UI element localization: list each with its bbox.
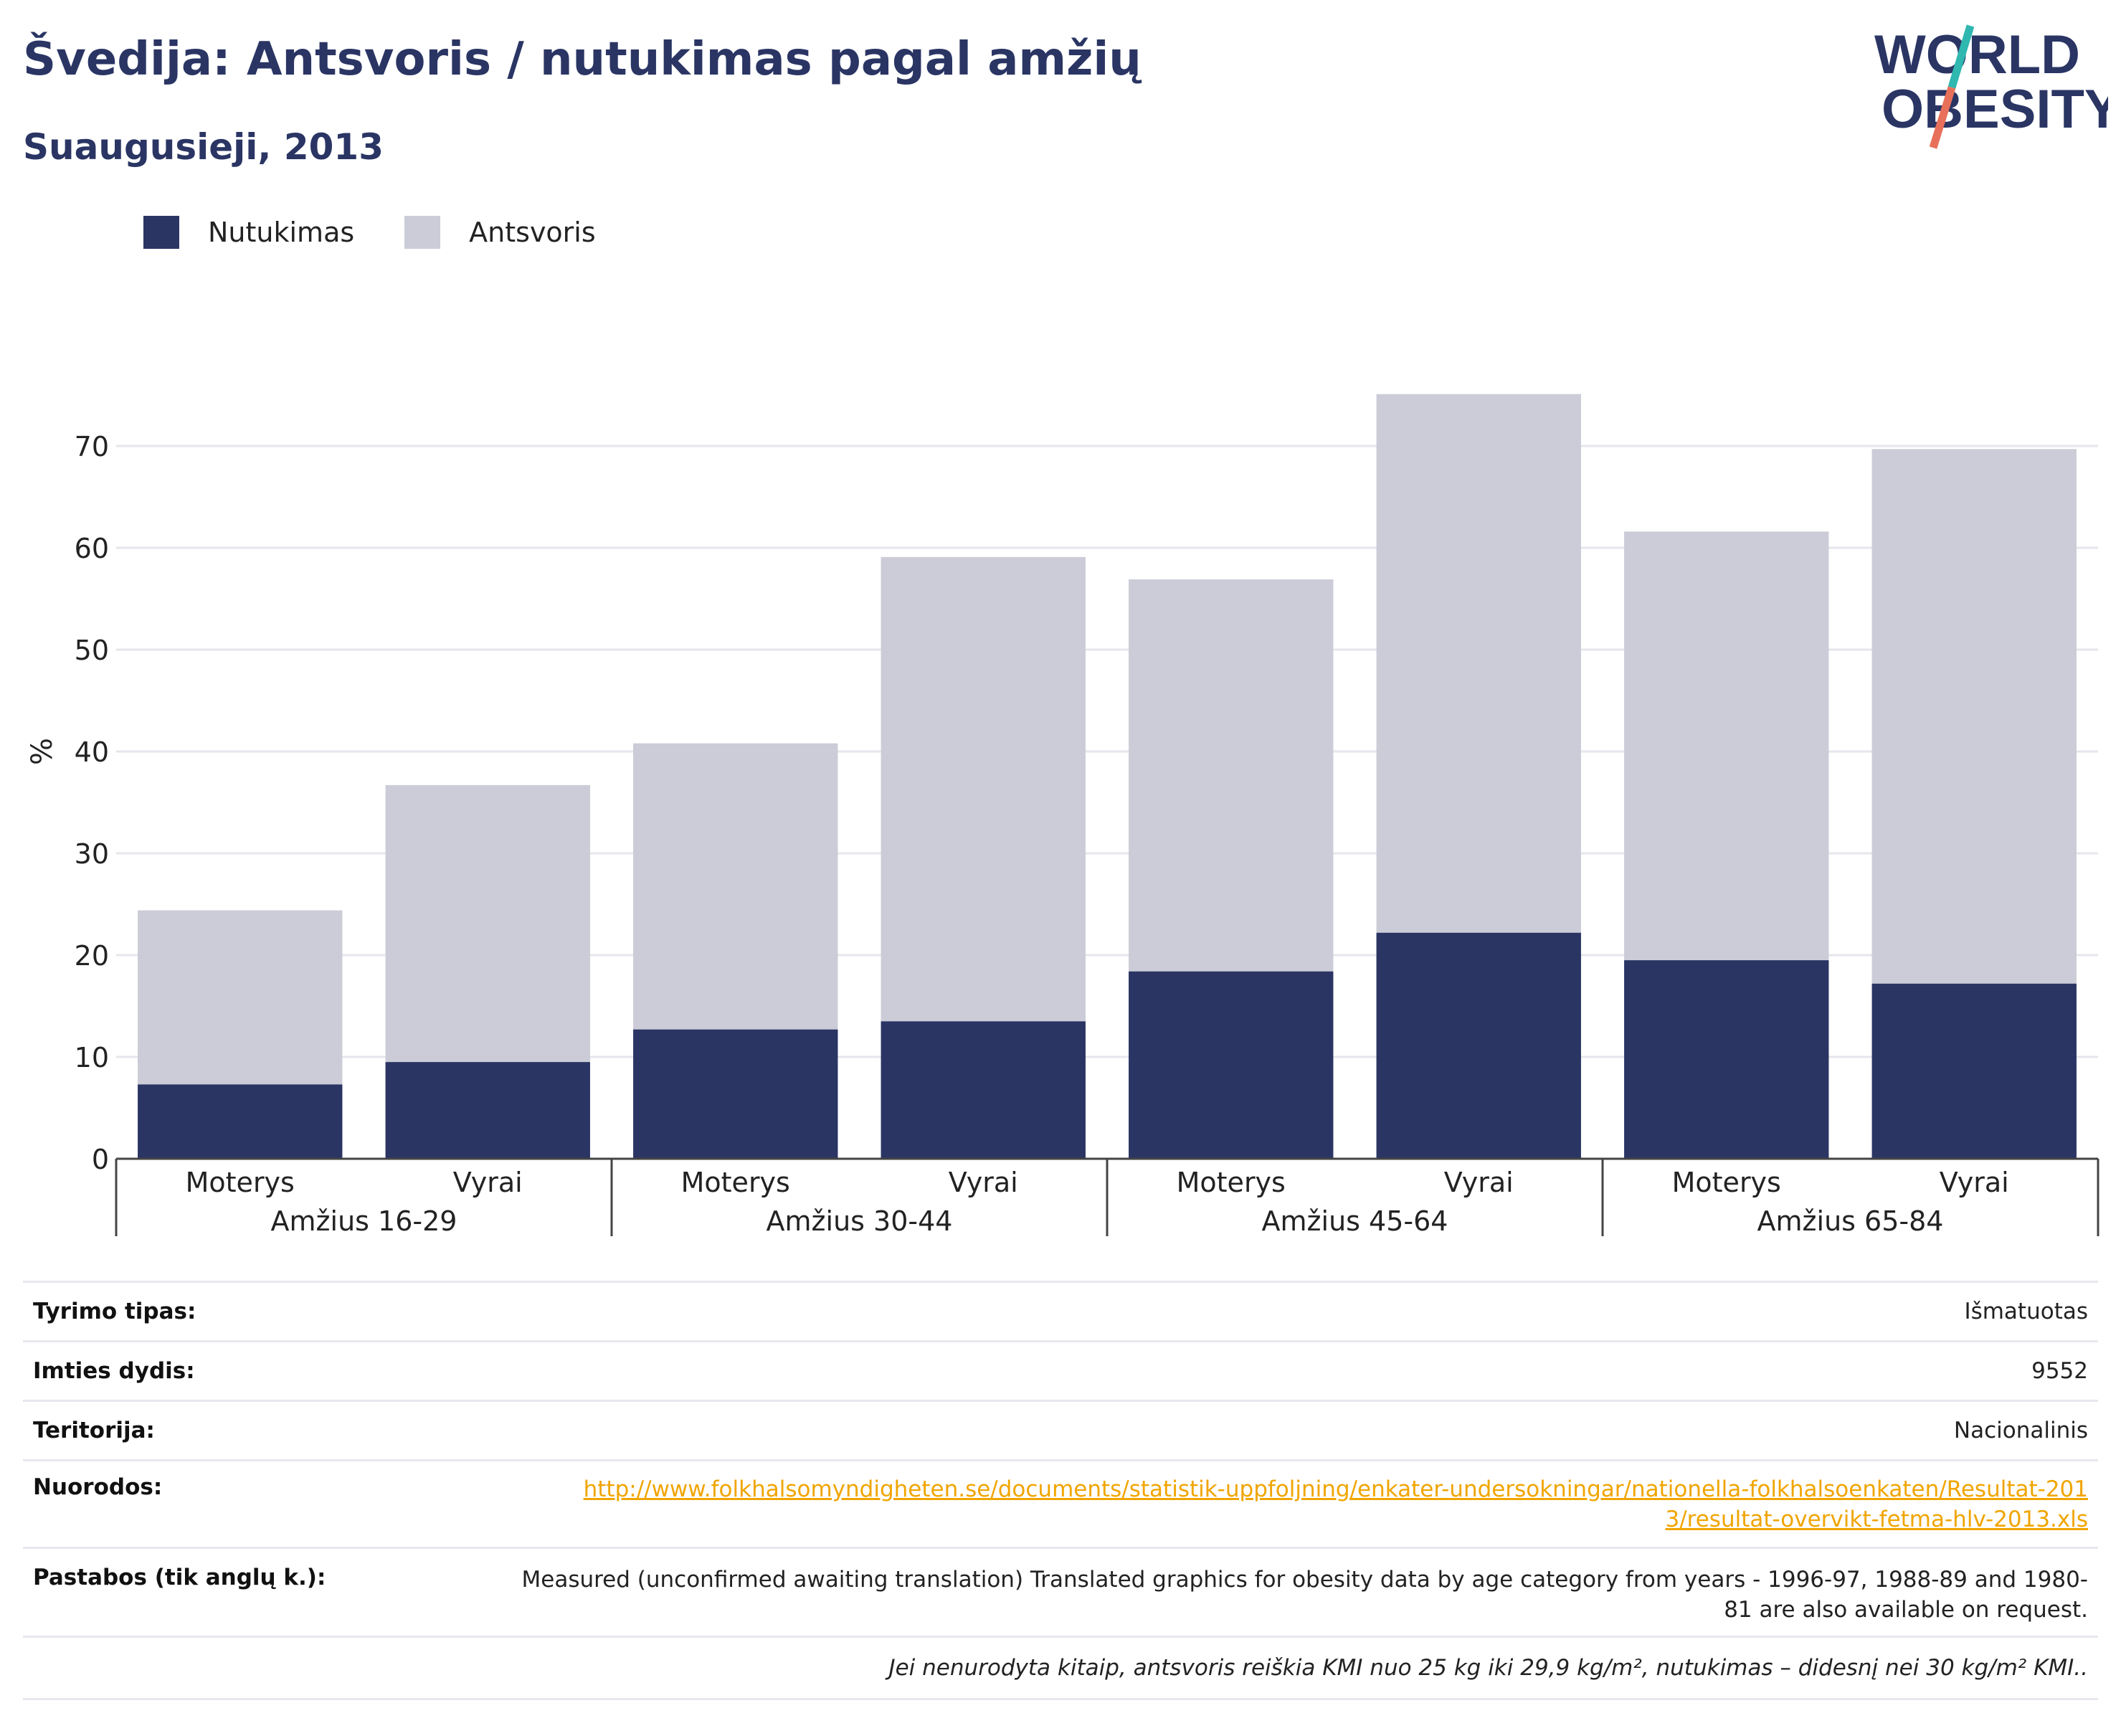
bar-overweight xyxy=(881,556,1086,1022)
bar-obesity xyxy=(1376,932,1581,1159)
x-tick-label: Moterys xyxy=(681,1167,790,1198)
y-tick-label: 70 xyxy=(75,431,109,463)
x-tick-label: Moterys xyxy=(186,1167,295,1198)
info-row-sample-size: Imties dydis: 9552 xyxy=(23,1342,2098,1402)
bar-overweight xyxy=(385,784,590,1063)
info-value-territory: Nacionalinis xyxy=(1953,1418,2088,1443)
y-axis-label: % xyxy=(26,738,59,765)
bar-overweight xyxy=(1129,579,1334,972)
y-tick-label: 20 xyxy=(75,940,109,972)
y-tick-label: 60 xyxy=(75,533,109,564)
logo-text-world: WORLD xyxy=(1874,24,2080,85)
bar-overweight xyxy=(138,910,343,1085)
bar-overweight xyxy=(1624,531,1829,961)
chart-title: Švedija: Antsvoris / nutukimas pagal amž… xyxy=(23,33,1142,86)
bar-obesity xyxy=(881,1021,1086,1159)
x-tick-label: Moterys xyxy=(1672,1167,1781,1198)
bar-obesity xyxy=(1624,960,1829,1159)
group-label: Amžius 16-29 xyxy=(271,1205,457,1237)
info-label-notes: Pastabos (tik anglų k.): xyxy=(33,1565,326,1590)
y-tick-label: 10 xyxy=(75,1042,109,1073)
bar-obesity xyxy=(1129,971,1334,1159)
x-tick-label: Moterys xyxy=(1177,1167,1286,1198)
y-tick-label: 50 xyxy=(75,635,109,666)
footnote: Jei nenurodyta kitaip, antsvoris reiškia… xyxy=(888,1655,2088,1681)
info-row-footnote: Jei nenurodyta kitaip, antsvoris reiškia… xyxy=(23,1638,2098,1700)
logo-slash-teal xyxy=(1947,24,1975,89)
x-tick-label: Vyrai xyxy=(949,1167,1018,1198)
bar-obesity xyxy=(633,1029,838,1159)
info-row-study-type: Tyrimo tipas: Išmatuotas xyxy=(23,1283,2098,1342)
bar-obesity xyxy=(138,1084,343,1159)
bar-obesity xyxy=(1871,983,2077,1159)
y-tick-label: 0 xyxy=(92,1144,109,1175)
info-value-sample-size: 9552 xyxy=(2031,1358,2088,1384)
bar-overweight xyxy=(1376,394,1581,933)
x-tick-label: Vyrai xyxy=(1444,1167,1514,1198)
x-tick-label: Vyrai xyxy=(453,1167,523,1198)
info-row-references: Nuorodos: http://www.folkhalsomyndighete… xyxy=(23,1461,2098,1549)
info-label-sample-size: Imties dydis: xyxy=(33,1358,195,1384)
info-value-notes: Measured (unconfirmed awaiting translati… xyxy=(521,1567,2089,1623)
group-label: Amžius 65-84 xyxy=(1757,1205,1944,1237)
info-row-territory: Teritorija: Nacionalinis xyxy=(23,1402,2098,1461)
y-tick-label: 30 xyxy=(75,838,109,870)
legend-swatch-obesity xyxy=(143,216,179,249)
bar-obesity xyxy=(385,1062,590,1159)
legend-label-overweight: Antsvoris xyxy=(469,217,596,248)
info-label-territory: Teritorija: xyxy=(33,1418,155,1443)
legend-swatch-overweight xyxy=(404,216,441,249)
group-label: Amžius 30-44 xyxy=(767,1205,953,1237)
info-label-study-type: Tyrimo tipas: xyxy=(33,1299,196,1324)
legend-item-obesity: Nutukimas xyxy=(143,216,354,249)
world-obesity-logo: WORLD OBESITY xyxy=(1874,24,2108,149)
logo-text-obesity: OBESITY xyxy=(1882,79,2108,140)
info-table: Tyrimo tipas: Išmatuotas Imties dydis: 9… xyxy=(23,1281,2098,1700)
legend-label-obesity: Nutukimas xyxy=(208,217,355,248)
group-label: Amžius 45-64 xyxy=(1262,1205,1448,1237)
legend-item-overweight: Antsvoris xyxy=(404,216,596,249)
legend: Nutukimas Antsvoris xyxy=(143,212,646,252)
bar-overweight xyxy=(1871,449,2077,984)
info-value-study-type: Išmatuotas xyxy=(1964,1299,2088,1324)
stacked-bar-chart: 0 10 20 30 40 50 60 70% Moterys Vyrai Moterys Vyrai… xyxy=(26,394,2099,1237)
info-label-references: Nuorodos: xyxy=(33,1474,163,1500)
x-tick-label: Vyrai xyxy=(1940,1167,2009,1198)
logo-slash-coral xyxy=(1929,86,1956,149)
chart-subtitle: Suaugusieji, 2013 xyxy=(23,126,384,168)
y-tick-label: 40 xyxy=(75,736,109,768)
reference-link[interactable]: http://www.folkhalsomyndigheten.se/docum… xyxy=(583,1476,2088,1532)
info-row-notes: Pastabos (tik anglų k.): Measured (uncon… xyxy=(23,1549,2098,1638)
bar-overweight xyxy=(633,743,838,1030)
